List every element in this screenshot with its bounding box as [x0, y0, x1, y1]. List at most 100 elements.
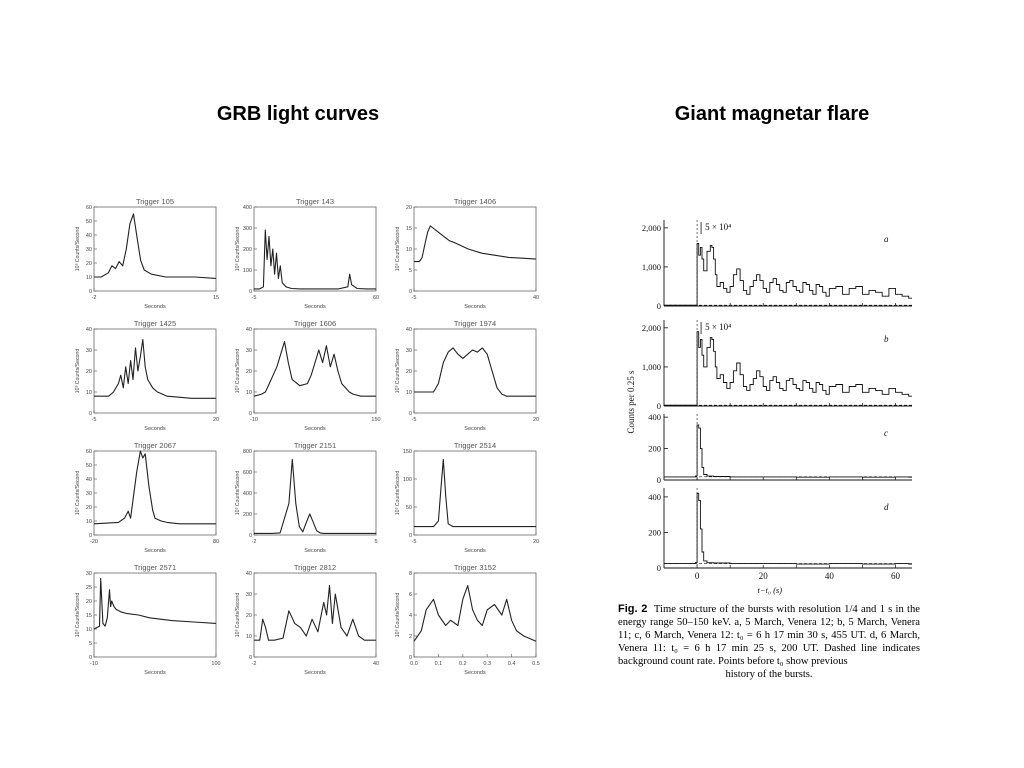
grb-y-tick-label: 30 [246, 348, 252, 354]
flare-panel-label: d [884, 502, 889, 512]
grb-y-tick-label: 300 [243, 226, 252, 232]
grb-y-tick-label: 40 [86, 327, 92, 333]
grb-y-tick-label: 50 [86, 463, 92, 469]
grb-x-axis-label: Seconds [144, 670, 166, 676]
grb-y-tick-label: 40 [406, 327, 412, 333]
grb-y-axis-label: 10³ Counts/Second [395, 349, 401, 394]
grb-y-axis-label: 10³ Counts/Second [75, 593, 81, 638]
flare-y-axis-label: Counts per 0.25 s [626, 370, 636, 433]
flare-panel-label: c [884, 428, 888, 438]
flare-light-curve-series [664, 424, 912, 478]
grb-y-tick-label: 5 [409, 268, 412, 274]
grb-y-tick-label: 30 [406, 348, 412, 354]
grb-y-tick-label: 400 [243, 491, 252, 497]
grb-y-tick-label: 0 [89, 655, 92, 661]
grb-plot-frame [413, 328, 537, 414]
grb-x-tick-label: -5 [412, 417, 417, 423]
grb-y-tick-label: 20 [86, 599, 92, 605]
grb-x-tick-label: -2 [92, 295, 97, 301]
grb-x-axis-label: Seconds [144, 304, 166, 310]
grb-light-curve-series [254, 585, 376, 641]
grb-y-axis-label: 10³ Counts/Second [395, 227, 401, 272]
flare-x-tick-label: 0 [695, 571, 700, 581]
grb-x-tick-label: 100 [211, 661, 220, 667]
grb-x-tick-label: -5 [412, 295, 417, 301]
grb-y-tick-label: 4 [409, 613, 412, 619]
grb-light-curve-series [414, 347, 536, 397]
flare-y-tick-label: 400 [648, 492, 661, 502]
grb-x-tick-label: -10 [250, 417, 258, 423]
grb-panel-title: Trigger 1406 [454, 197, 496, 206]
grb-x-tick-label: 15 [213, 295, 219, 301]
grb-y-tick-label: 200 [243, 247, 252, 253]
grb-x-tick-label: 0.1 [435, 661, 443, 667]
grb-y-tick-label: 0 [409, 533, 412, 539]
grb-light-curve-series [254, 229, 376, 290]
flare-panel-label: a [884, 234, 889, 244]
grb-panel: Trigger 105 0 10 20 30 40 50 60 -2 15 Seconds 10³ C… [75, 197, 219, 310]
grb-panel-title: Trigger 2812 [294, 563, 336, 572]
grb-y-tick-label: 60 [86, 205, 92, 211]
grb-y-tick-label: 20 [246, 613, 252, 619]
grb-y-tick-label: 2 [409, 634, 412, 640]
grb-y-tick-label: 8 [409, 571, 412, 577]
grb-y-tick-label: 0 [409, 289, 412, 295]
grb-x-tick-label: 40 [533, 295, 539, 301]
magnetar-flare-figure: 0 1,000 2,000 a 5 × 10⁴ 0 1,000 2,000 b 5 × 10⁴ 0 2… [622, 212, 924, 607]
grb-panel: Trigger 1406 0 5 10 15 20 -5 40 Seconds 10³ Count… [395, 197, 539, 310]
grb-x-tick-label: -2 [252, 661, 257, 667]
magnetar-heading: Giant magnetar flare [674, 103, 870, 125]
grb-plot-frame [253, 328, 377, 414]
grb-light-curve-series [94, 213, 217, 279]
grb-panel: Trigger 1606 0 10 20 30 40 -10 150 Seconds 10³ Co… [235, 319, 381, 432]
grb-y-tick-label: 20 [406, 205, 412, 211]
flare-x-axis-label: t−t₀ (s) [758, 585, 783, 595]
grb-panel: Trigger 2812 0 10 20 30 40 -2 40 Seconds 10³ Coun… [235, 563, 379, 676]
grb-y-axis-label: 10³ Counts/Second [395, 593, 401, 638]
grb-y-tick-label: 30 [86, 247, 92, 253]
grb-y-tick-label: 40 [86, 477, 92, 483]
grb-panel: Trigger 2151 0 200 400 600 800 -2 5 Seconds 10³ C… [235, 441, 378, 554]
flare-y-tick-label: 2,000 [642, 223, 661, 233]
flare-y-tick-label: 1,000 [642, 262, 661, 272]
grb-panel-title: Trigger 2514 [454, 441, 496, 450]
grb-x-axis-label: Seconds [464, 548, 486, 554]
grb-light-curve-series [94, 338, 216, 399]
flare-y-tick-label: 0 [657, 301, 661, 311]
grb-y-tick-label: 40 [246, 327, 252, 333]
grb-x-tick-label: 20 [533, 417, 539, 423]
grb-x-axis-label: Seconds [464, 304, 486, 310]
grb-x-axis-label: Seconds [304, 548, 326, 554]
grb-y-tick-label: 0 [249, 655, 252, 661]
grb-x-tick-label: -20 [90, 539, 98, 545]
grb-x-tick-label: 0.3 [483, 661, 491, 667]
grb-light-curve-series [93, 450, 216, 525]
grb-y-tick-label: 800 [243, 449, 252, 455]
grb-x-tick-label: 150 [371, 417, 380, 423]
grb-y-tick-label: 25 [86, 585, 92, 591]
grb-y-tick-label: 50 [86, 219, 92, 225]
grb-panel: Trigger 2514 0 50 100 150 -5 20 Seconds 10³ Coun… [395, 441, 539, 554]
flare-panel: 0 1,000 2,000 a 5 × 10⁴ [642, 220, 912, 311]
grb-y-tick-label: 0 [409, 655, 412, 661]
grb-y-axis-label: 10³ Counts/Second [235, 471, 241, 516]
flare-panel: 0 200 400 d 0 20 40 60 t−t₀ (s) [648, 488, 912, 595]
grb-y-axis-label: 10³ Counts/Second [235, 349, 241, 394]
grb-x-tick-label: 80 [213, 539, 219, 545]
grb-y-tick-label: 10 [246, 390, 252, 396]
caption-last-line: history of the bursts. [725, 669, 813, 680]
flare-annotation: 5 × 10⁴ [705, 322, 731, 332]
grb-x-tick-label: 5 [374, 539, 377, 545]
grb-x-axis-label: Seconds [304, 670, 326, 676]
grb-panel-title: Trigger 1425 [134, 319, 176, 328]
grb-y-tick-label: 15 [86, 613, 92, 619]
grb-light-curve-series [93, 578, 217, 630]
grb-y-tick-label: 0 [89, 289, 92, 295]
flare-annotation: 5 × 10⁴ [705, 222, 731, 232]
grb-x-tick-label: 0.2 [459, 661, 467, 667]
grb-y-tick-label: 50 [406, 505, 412, 511]
grb-y-tick-label: 20 [246, 369, 252, 375]
flare-light-curve-series [664, 243, 912, 306]
grb-y-tick-label: 400 [243, 205, 252, 211]
